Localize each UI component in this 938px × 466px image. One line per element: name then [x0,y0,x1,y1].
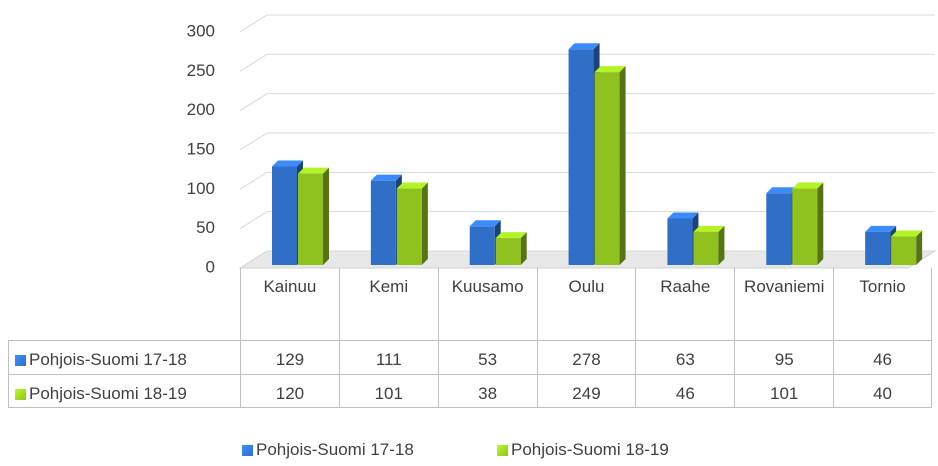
table-header: Kemi [338,268,438,340]
table-cell: 38 [437,374,537,408]
y-tick-label: 50 [196,218,215,237]
table-row-label: Pohjois-Suomi 18-19 [8,374,240,408]
table-header: Rovaniemi [734,268,833,340]
grid-line [239,211,935,230]
legend-key [15,389,26,400]
bar-side [718,225,725,265]
bar-top [766,187,798,194]
bar [370,180,396,265]
bar-top [495,232,527,239]
y-tick-label: 250 [187,61,215,80]
bar-side [916,230,923,265]
legend-key [15,355,26,366]
grid-line [239,171,935,190]
table-cell: 129 [240,340,339,374]
bar-top [792,182,824,189]
table-header: Raahe [635,268,734,340]
y-tick-label: 0 [206,257,215,276]
y-tick-label: 100 [187,179,215,198]
legend-key [242,444,253,456]
bar-top [568,43,600,50]
table-header: Kuusamo [437,268,537,340]
bar [766,193,792,265]
bar [667,218,693,265]
bar-top [370,174,402,181]
bar [272,166,297,265]
bar-top [865,225,897,232]
table-cell: 111 [338,340,438,374]
table-header: Tornio [833,268,932,340]
bar-top [272,160,303,167]
table-cell: 101 [734,374,834,408]
table-cell: 40 [833,374,932,408]
legend-item: Pohjois-Suomi 18-19 [497,440,669,460]
grid-line [239,132,935,151]
bar-top [594,66,626,73]
bar [298,173,323,265]
bar-side [421,182,428,265]
bar-top [667,212,699,219]
legend-label: Pohjois-Suomi 17-18 [256,440,414,459]
bar [693,231,719,265]
table-cell: 120 [240,374,339,408]
table-row-label: Pohjois-Suomi 17-18 [8,340,240,374]
grid-line [239,14,935,33]
bar [865,231,891,265]
table-cell: 46 [635,374,735,408]
legend-label: Pohjois-Suomi 18-19 [511,440,669,459]
table-cell: 249 [536,374,636,408]
y-tick-label: 200 [187,100,215,119]
bar-top [891,230,923,237]
legend-key [497,444,508,456]
bar-side [619,66,626,266]
table-cell: 101 [338,374,438,408]
table-header: Kainuu [240,268,339,340]
bar-side [520,232,527,265]
y-tick-label: 150 [187,139,215,158]
bar [792,188,818,265]
table-cell: 63 [635,340,735,374]
table-cell: 46 [833,340,932,374]
table-row-name: Pohjois-Suomi 18-19 [29,384,187,403]
table-header: Oulu [536,268,636,340]
bar [568,49,594,265]
bar-top [298,167,329,174]
bar-top [693,225,725,232]
grid-line [239,93,935,112]
bar-top [469,220,501,227]
y-tick-label: 300 [187,21,215,40]
bar [594,72,620,266]
bar [396,188,422,265]
bar [891,236,917,265]
bar [469,226,495,265]
bar-top [396,182,428,189]
table-cell: 95 [734,340,834,374]
bar [495,238,521,265]
grid-line [239,53,935,72]
table-cell: 278 [536,340,636,374]
bar-side [323,167,329,265]
table-cell: 53 [437,340,537,374]
bar-side [817,182,824,265]
legend-item: Pohjois-Suomi 17-18 [242,440,414,460]
table-row-name: Pohjois-Suomi 17-18 [29,350,187,369]
